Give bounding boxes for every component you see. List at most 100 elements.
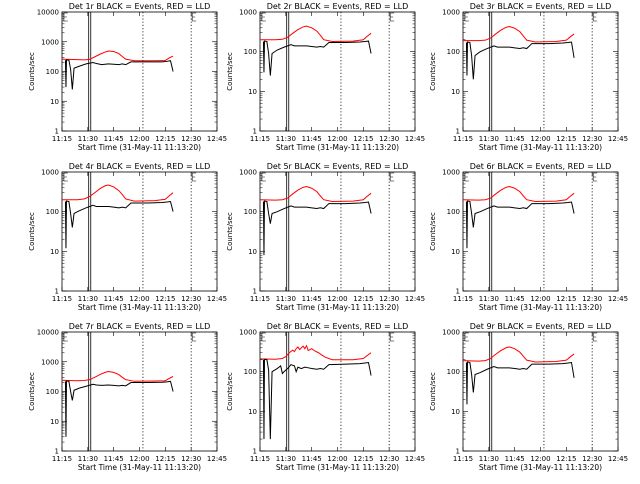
- x-tick-label: 12:45: [608, 295, 628, 303]
- y-axis-label: Counts/sec: [429, 52, 437, 91]
- chart-title: Det 2r BLACK = Events, RED = LLD: [267, 2, 409, 11]
- y-tick-label: 1: [55, 288, 59, 296]
- x-tick-label: 12:30: [582, 295, 602, 303]
- x-tick-label: 11:45: [104, 295, 124, 303]
- plot-frame: [259, 11, 416, 132]
- chart-title: Det 4r BLACK = Events, RED = LLD: [69, 162, 211, 171]
- y-tick-label: 100: [46, 388, 59, 396]
- chart-panel-5: Det 5r BLACK = Events, RED = LLD 11:15 11:…: [226, 162, 425, 312]
- y-tick-label: 10: [248, 88, 257, 96]
- chart-panel-3: Det 3r BLACK = Events, RED = LLD 11:15 11:…: [429, 2, 628, 152]
- y-tick-label: 1: [456, 128, 460, 136]
- x-tick-label: 11:15: [453, 295, 473, 303]
- y-tick-label: 10: [50, 248, 59, 256]
- interval-marker-glyph: [63, 12, 68, 22]
- interval-marker-glyph: [63, 332, 68, 342]
- chart-panel-6: Det 6r BLACK = Events, RED = LLD 11:15 11:…: [429, 162, 628, 312]
- y-tick-label: 10: [248, 248, 257, 256]
- y-tick-label: 1000: [442, 9, 460, 17]
- y-tick-label: 100: [447, 208, 460, 216]
- x-tick-label: 12:15: [155, 135, 175, 143]
- x-tick-label: 11:45: [505, 135, 525, 143]
- y-tick-label: 100: [46, 208, 59, 216]
- y-tick-label: 100: [46, 68, 59, 76]
- series-line: [260, 25, 372, 43]
- y-tick-label: 1: [55, 448, 59, 456]
- y-tick-label: 1: [456, 288, 460, 296]
- interval-marker-glyph: [261, 172, 266, 182]
- x-axis-label: Start Time (31-May-11 11:13:20): [276, 143, 399, 152]
- x-tick-label: 11:30: [78, 455, 98, 463]
- y-tick-label: 10000: [37, 9, 59, 17]
- series-line: [61, 370, 174, 382]
- x-tick-label: 11:30: [479, 135, 499, 143]
- x-tick-label: 12:15: [155, 295, 175, 303]
- x-tick-label: 11:30: [479, 455, 499, 463]
- x-tick-label: 12:00: [327, 295, 347, 303]
- x-tick-label: 12:00: [129, 295, 149, 303]
- chart-panel-1: Det 1r BLACK = Events, RED = LLD 11:15 11:…: [28, 2, 227, 152]
- x-axis-label: Start Time (31-May-11 11:13:20): [479, 143, 602, 152]
- x-tick-label: 11:30: [276, 295, 296, 303]
- x-tick-label: 11:15: [250, 295, 270, 303]
- x-axis-label: Start Time (31-May-11 11:13:20): [479, 303, 602, 312]
- x-tick-label: 12:30: [181, 455, 201, 463]
- y-axis-label: Counts/sec: [429, 372, 437, 411]
- series-line: [62, 184, 174, 202]
- x-tick-label: 12:15: [155, 455, 175, 463]
- series-line: [64, 59, 174, 90]
- y-tick-label: 1000: [41, 169, 59, 177]
- x-tick-label: 11:15: [250, 455, 270, 463]
- chart-panel-9: Det 9r BLACK = Events, RED = LLD 11:15 11:…: [429, 322, 628, 472]
- y-tick-label: 1000: [41, 358, 59, 366]
- plot-frame: [462, 331, 619, 452]
- x-tick-label: 11:30: [479, 295, 499, 303]
- y-tick-label: 1000: [239, 169, 257, 177]
- series-line: [463, 26, 575, 43]
- x-tick-label: 12:15: [353, 455, 373, 463]
- y-tick-label: 1000: [239, 329, 257, 337]
- y-axis-label: Counts/sec: [429, 212, 437, 251]
- y-tick-label: 10: [248, 408, 257, 416]
- x-tick-label: 12:45: [207, 135, 227, 143]
- y-tick-label: 10: [451, 88, 460, 96]
- series-line: [61, 50, 174, 62]
- x-tick-label: 12:15: [353, 135, 373, 143]
- chart-panel-2: Det 2r BLACK = Events, RED = LLD 11:15 11:…: [226, 2, 425, 152]
- series-line: [462, 346, 575, 363]
- interval-marker-glyph: [592, 332, 598, 342]
- x-tick-label: 11:15: [453, 135, 473, 143]
- x-tick-label: 12:00: [530, 295, 550, 303]
- x-tick-label: 11:45: [104, 455, 124, 463]
- y-tick-label: 1: [456, 448, 460, 456]
- chart-panel-4: Det 4r BLACK = Events, RED = LLD 11:15 11:…: [28, 162, 227, 312]
- interval-marker-glyph: [261, 332, 266, 342]
- x-tick-label: 11:45: [104, 135, 124, 143]
- x-tick-label: 12:45: [405, 455, 425, 463]
- series-line: [262, 200, 372, 256]
- interval-marker-glyph: [389, 12, 395, 22]
- x-tick-label: 12:45: [608, 455, 628, 463]
- y-tick-label: 10000: [37, 329, 59, 337]
- y-tick-label: 100: [244, 208, 257, 216]
- y-tick-label: 1: [55, 128, 59, 136]
- x-tick-label: 12:30: [379, 455, 399, 463]
- series-line: [64, 380, 174, 437]
- x-axis-label: Start Time (31-May-11 11:13:20): [78, 303, 201, 312]
- y-tick-label: 1000: [442, 329, 460, 337]
- y-axis-label: Counts/sec: [226, 372, 234, 411]
- plot-frame: [259, 331, 416, 452]
- y-tick-label: 1: [253, 448, 257, 456]
- x-tick-label: 12:30: [582, 455, 602, 463]
- x-tick-label: 12:15: [556, 295, 576, 303]
- x-tick-label: 11:45: [302, 295, 322, 303]
- x-tick-label: 12:45: [405, 135, 425, 143]
- series-line: [262, 358, 372, 440]
- x-tick-label: 11:15: [52, 455, 72, 463]
- interval-marker-glyph: [63, 172, 68, 182]
- y-tick-label: 100: [244, 48, 257, 56]
- chart-title: Det 3r BLACK = Events, RED = LLD: [470, 2, 612, 11]
- x-tick-label: 11:30: [276, 455, 296, 463]
- x-tick-label: 12:15: [556, 455, 576, 463]
- chart-panel-7: Det 7r BLACK = Events, RED = LLD 11:15 11:…: [28, 322, 227, 472]
